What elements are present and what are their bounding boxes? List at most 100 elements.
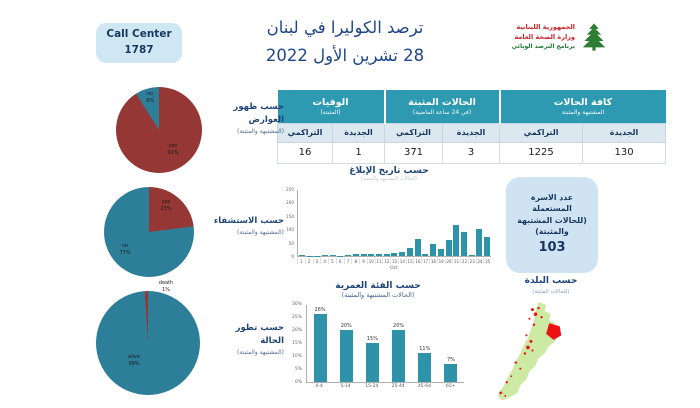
- daily-x-tick: 21: [452, 258, 460, 264]
- age-x-tick: 45-64: [417, 384, 432, 389]
- logo-line-republic: الجمهورية اللبنانية: [516, 23, 575, 32]
- daily-chart-title: حسب تاريخ الإبلاغ: [349, 166, 429, 176]
- map-case-dots: [499, 306, 543, 397]
- daily-bar: [375, 190, 383, 256]
- symptoms-pie-chart: [116, 87, 202, 173]
- daily-y-tick: 0: [291, 254, 294, 259]
- confirmed-cum-label: التراكمي: [383, 122, 444, 143]
- confirmed-new-label: الجديدة: [442, 122, 501, 143]
- symptoms-pie-caption: حسب ظهور العوارض (المشتبهة والمثبتة): [233, 102, 284, 135]
- daily-x-tick: 25: [483, 258, 491, 264]
- daily-chart-plot-area: [297, 190, 491, 257]
- age-x-tick: 0-4: [315, 384, 323, 389]
- daily-x-tick: 8: [351, 258, 359, 264]
- age-chart-title: حسب الفئة العمرية: [335, 281, 421, 291]
- daily-bar: [298, 190, 306, 256]
- daily-y-tick: 250: [286, 187, 294, 192]
- group-confirmed-cases-header: الحالات المثبتة (في 24 ساعة الماضية): [383, 90, 500, 123]
- daily-x-tick: 23: [467, 258, 475, 264]
- age-y-tick: 15%: [291, 341, 302, 346]
- daily-x-tick: 15: [405, 258, 413, 264]
- daily-bar: [391, 190, 399, 256]
- outcome-pie-death-label: death 1%: [158, 280, 174, 293]
- age-x-tick: 25-44: [391, 384, 405, 389]
- daily-bar: [476, 190, 484, 256]
- deaths-new-value: 1: [332, 141, 385, 164]
- hospitalization-pie-yes-label: yes 23%: [160, 199, 172, 212]
- summary-table-values-row: 130 1225 3 371 1 16: [277, 141, 667, 164]
- all-cases-new-label: الجديدة: [582, 122, 667, 143]
- age-chart-plot-area: 26% 20% 15% 20% 11% 7%: [306, 305, 464, 383]
- deaths-new-label: الجديدة: [332, 122, 385, 143]
- map-title: حسب البلدة: [524, 276, 578, 286]
- confirmed-cum-value: 371: [383, 141, 444, 164]
- daily-x-tick: 6: [335, 258, 344, 264]
- page-title: ترصد الكوليرا في لبنان 28 تشرين الأول 20…: [235, 14, 455, 70]
- daily-bar: [344, 190, 352, 256]
- daily-bar: [468, 190, 476, 256]
- symptoms-pie-no-label: no 9%: [146, 91, 154, 104]
- map-hotspot-northeast: [546, 323, 562, 340]
- daily-bar: [329, 190, 337, 256]
- daily-x-tick: 2: [304, 258, 313, 264]
- logo-line-program: برنامج الترصد الوبائي: [511, 43, 575, 51]
- map-subtitle: (للحالات المثبتة): [532, 289, 570, 295]
- age-x-tick: 5-14: [340, 384, 351, 389]
- call-center-badge: Call Center 1787: [96, 23, 182, 63]
- daily-x-tick: 12: [382, 258, 390, 264]
- daily-bar: [437, 190, 445, 256]
- outcome-pie-chart: [96, 291, 200, 395]
- daily-x-tick: 14: [397, 258, 405, 264]
- page-title-line1: ترصد الكوليرا في لبنان: [266, 18, 424, 37]
- daily-bar: [337, 190, 345, 256]
- daily-chart-subtitle: (الحالات المشتبهة والمثبتة): [361, 176, 417, 182]
- deaths-cum-label: التراكمي: [277, 122, 333, 143]
- hospitalization-pie-chart: [104, 187, 194, 277]
- age-bar: 20%: [386, 305, 412, 382]
- age-y-tick: 0%: [294, 380, 302, 385]
- summary-table-group-header-row: كافة الحالات المشتبهة والمثبتة الحالات ا…: [277, 90, 666, 123]
- daily-x-tick: 22: [460, 258, 467, 264]
- call-center-label: Call Center: [106, 28, 172, 41]
- daily-x-tick: 10: [366, 258, 374, 264]
- age-group-chart: حسب الفئة العمرية (الحالات المشتبهة والم…: [286, 281, 470, 403]
- daily-bar: [383, 190, 391, 256]
- daily-bar: [445, 190, 453, 256]
- daily-bar: [352, 190, 360, 256]
- symptoms-pie-yes-label: yes 91%: [167, 143, 179, 156]
- daily-x-tick: 18: [429, 258, 436, 264]
- lebanon-map: [497, 302, 562, 401]
- moph-logo: الجمهورية اللبنانية وزارة الصحة العامة ب…: [486, 18, 610, 56]
- hospitalization-pie-caption: حسب الاستشفاء (المشتبهة والمثبتة): [213, 216, 284, 236]
- hospitalization-pie-no-label: no 77%: [119, 243, 131, 256]
- age-chart-subtitle: (الحالات المشتبهة والمثبتة): [341, 291, 415, 299]
- daily-chart-x-axis: 1 2 3 4 5 6 7 8 9 10 11 12 13 14 15 16 17 18 19 20 21 22 23 24 2…: [297, 258, 491, 264]
- beds-used-box: عدد الاسرة المستعملة (للحالات المشتبهة و…: [506, 177, 598, 273]
- age-bar: 20%: [333, 305, 359, 382]
- call-center-number: 1787: [124, 44, 154, 56]
- daily-y-tick: 150: [286, 213, 294, 219]
- outcome-pie-alive-label: alive 99%: [128, 354, 140, 367]
- age-x-tick: 15-24: [365, 384, 379, 389]
- daily-x-tick: 5: [328, 258, 336, 264]
- beds-used-value: 103: [538, 240, 566, 256]
- daily-bar: [367, 190, 375, 256]
- daily-y-tick: 50: [288, 240, 294, 246]
- age-chart-x-axis: 0-4 5-14 15-24 25-44 45-64 65+: [306, 384, 464, 389]
- daily-bar: [306, 190, 314, 256]
- all-cases-cum-label: التراكمي: [499, 122, 584, 143]
- daily-x-tick: 4: [320, 258, 328, 264]
- daily-x-tick: 16: [413, 258, 421, 264]
- daily-chart-y-axis: 0 50 100 150 200 250: [283, 187, 295, 259]
- age-y-tick: 10%: [291, 354, 302, 359]
- age-x-tick: 65+: [446, 384, 456, 389]
- age-y-tick: 30%: [291, 302, 302, 307]
- daily-bar: [313, 190, 321, 256]
- daily-bar: [422, 190, 430, 256]
- daily-x-tick: 19: [436, 258, 444, 264]
- confirmed-new-value: 3: [442, 141, 501, 164]
- daily-bar: [460, 190, 468, 256]
- summary-table-subheader-row: الجديدة التراكمي الجديدة التراكمي الجديد…: [277, 122, 667, 143]
- daily-y-tick: 200: [286, 200, 294, 206]
